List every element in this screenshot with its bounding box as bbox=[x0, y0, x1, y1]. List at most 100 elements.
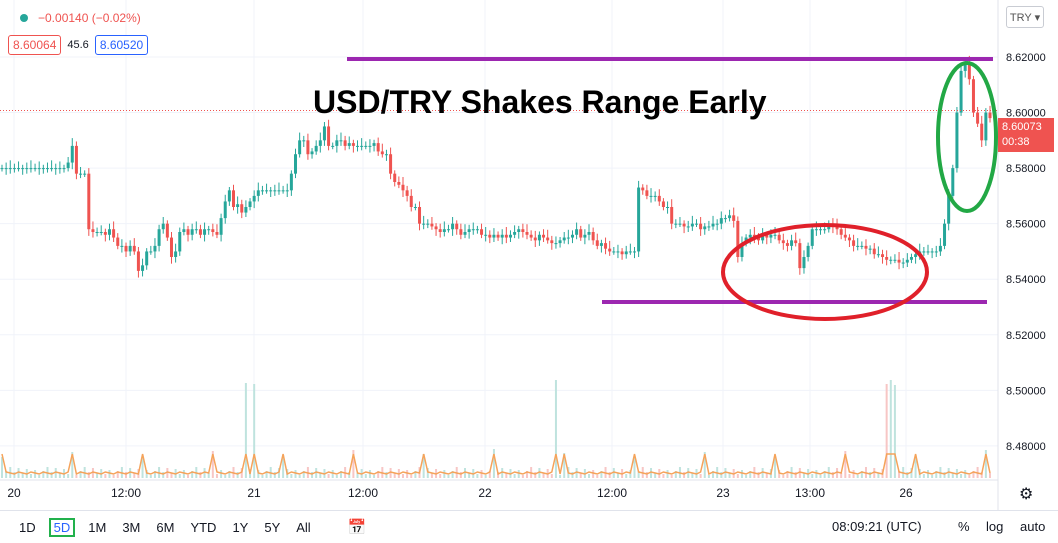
candle-body bbox=[351, 143, 355, 146]
volume-bar bbox=[220, 470, 223, 478]
price-tick-label: 8.54000 bbox=[1006, 274, 1046, 286]
volume-bar bbox=[521, 475, 524, 478]
volume-bar bbox=[674, 471, 677, 478]
candle-body bbox=[988, 112, 992, 119]
volume-bar bbox=[480, 470, 483, 478]
range-button-1m[interactable]: 1M bbox=[88, 519, 107, 535]
range-button-6m[interactable]: 6M bbox=[156, 519, 175, 535]
range-button-5d[interactable]: 5D bbox=[48, 517, 76, 537]
volume-bar bbox=[505, 473, 508, 478]
volume-bar bbox=[430, 473, 433, 478]
volume-bar bbox=[513, 474, 516, 478]
volume-bar bbox=[125, 472, 128, 478]
candle-body bbox=[843, 234, 847, 238]
auto-toggle[interactable]: auto bbox=[1020, 519, 1046, 534]
volume-bar bbox=[778, 470, 781, 478]
volume-bar bbox=[579, 473, 582, 478]
volume-bar bbox=[497, 472, 500, 478]
candle-body bbox=[653, 195, 657, 197]
range-button-ytd[interactable]: YTD bbox=[190, 519, 217, 535]
volume-bar bbox=[1, 457, 3, 478]
range-button-3m[interactable]: 3M bbox=[122, 519, 141, 535]
range-button-all[interactable]: All bbox=[296, 519, 311, 535]
volume-bar bbox=[335, 475, 338, 478]
volume-bar bbox=[815, 470, 818, 478]
volume-bar bbox=[873, 468, 876, 478]
candle-body bbox=[558, 240, 562, 244]
volume-bar bbox=[687, 468, 690, 478]
time-tick-label: 20 bbox=[7, 486, 21, 500]
candle-body bbox=[422, 223, 426, 225]
volume-bar bbox=[616, 473, 619, 478]
percent-toggle[interactable]: % bbox=[958, 519, 970, 534]
volume-bar bbox=[852, 470, 855, 478]
candle-body bbox=[517, 229, 521, 232]
volume-bar bbox=[13, 472, 16, 478]
range-button-1y[interactable]: 1Y bbox=[232, 519, 249, 535]
candle-body bbox=[29, 168, 33, 170]
candle-body bbox=[41, 168, 45, 170]
bid-price-button[interactable]: 8.60064 bbox=[8, 35, 62, 55]
volume-bar bbox=[893, 385, 896, 478]
price-axis[interactable]: 8.62000 8.60000 8.58000 8.56000 8.54000 8.520… bbox=[1006, 52, 1046, 453]
candle-body bbox=[649, 195, 653, 197]
range-button-5y[interactable]: 5Y bbox=[264, 519, 281, 535]
time-tick-label: 12:00 bbox=[597, 486, 627, 500]
candle-body bbox=[570, 234, 574, 238]
currency-button[interactable]: TRY ▾ bbox=[1006, 6, 1044, 28]
log-toggle[interactable]: log bbox=[986, 519, 1004, 534]
volume-bar bbox=[724, 468, 727, 478]
volume-bar bbox=[191, 471, 194, 478]
volume-bar bbox=[116, 471, 119, 478]
candle-body bbox=[227, 190, 231, 202]
ask-price-button[interactable]: 8.60520 bbox=[94, 35, 149, 55]
candle-body bbox=[839, 229, 843, 235]
volume-bar bbox=[645, 472, 648, 478]
volume-bar bbox=[951, 473, 954, 478]
volume-bar bbox=[215, 474, 218, 478]
volume-bar bbox=[984, 450, 987, 478]
candle-body bbox=[905, 259, 909, 263]
candle-body bbox=[868, 248, 872, 250]
volume-bar bbox=[451, 471, 454, 478]
candle-body bbox=[194, 229, 198, 231]
candle-body bbox=[959, 70, 963, 113]
time-axis[interactable]: 20 12:00 21 12:00 22 12:00 23 13:00 26 bbox=[7, 486, 913, 500]
candle-body bbox=[327, 126, 331, 146]
candle-body bbox=[306, 140, 310, 155]
volume-bar bbox=[534, 472, 537, 478]
gear-icon[interactable]: ⚙ bbox=[1019, 486, 1034, 503]
volume-bar bbox=[373, 475, 376, 478]
bar-countdown: 00:38 bbox=[1002, 136, 1030, 148]
volume-bar bbox=[831, 472, 834, 478]
candle-body bbox=[25, 168, 29, 170]
volume-bar bbox=[393, 473, 396, 478]
candle-body bbox=[835, 226, 839, 230]
candle-body bbox=[823, 229, 827, 231]
candle-body bbox=[236, 204, 240, 207]
clock-time[interactable]: 08:09:21 (UTC) bbox=[832, 519, 922, 534]
volume-bar bbox=[943, 472, 946, 478]
candle-body bbox=[806, 245, 810, 257]
price-change: −0.00140 (−0.02%) bbox=[38, 11, 141, 25]
time-tick-label: 21 bbox=[247, 486, 261, 500]
candle-body bbox=[674, 223, 678, 225]
candle-body bbox=[136, 251, 140, 271]
volume-bar bbox=[339, 471, 342, 478]
volume-bar bbox=[277, 468, 280, 478]
volume-bar bbox=[774, 456, 777, 478]
volume-bar bbox=[554, 380, 557, 478]
volume-bar bbox=[385, 472, 388, 478]
candle-body bbox=[54, 168, 58, 170]
volume-bar bbox=[898, 471, 901, 478]
volume-bar bbox=[757, 472, 760, 478]
date-range-icon[interactable]: 📅 bbox=[347, 519, 367, 536]
legend: −0.00140 (−0.02%) 8.60064 45.6 8.60520 bbox=[8, 8, 149, 55]
candle-body bbox=[128, 245, 132, 252]
volume-bar bbox=[749, 471, 752, 478]
candle-body bbox=[566, 237, 570, 239]
volume-bar bbox=[319, 473, 322, 478]
volume-bar bbox=[488, 471, 491, 478]
range-button-1d[interactable]: 1D bbox=[19, 519, 36, 535]
